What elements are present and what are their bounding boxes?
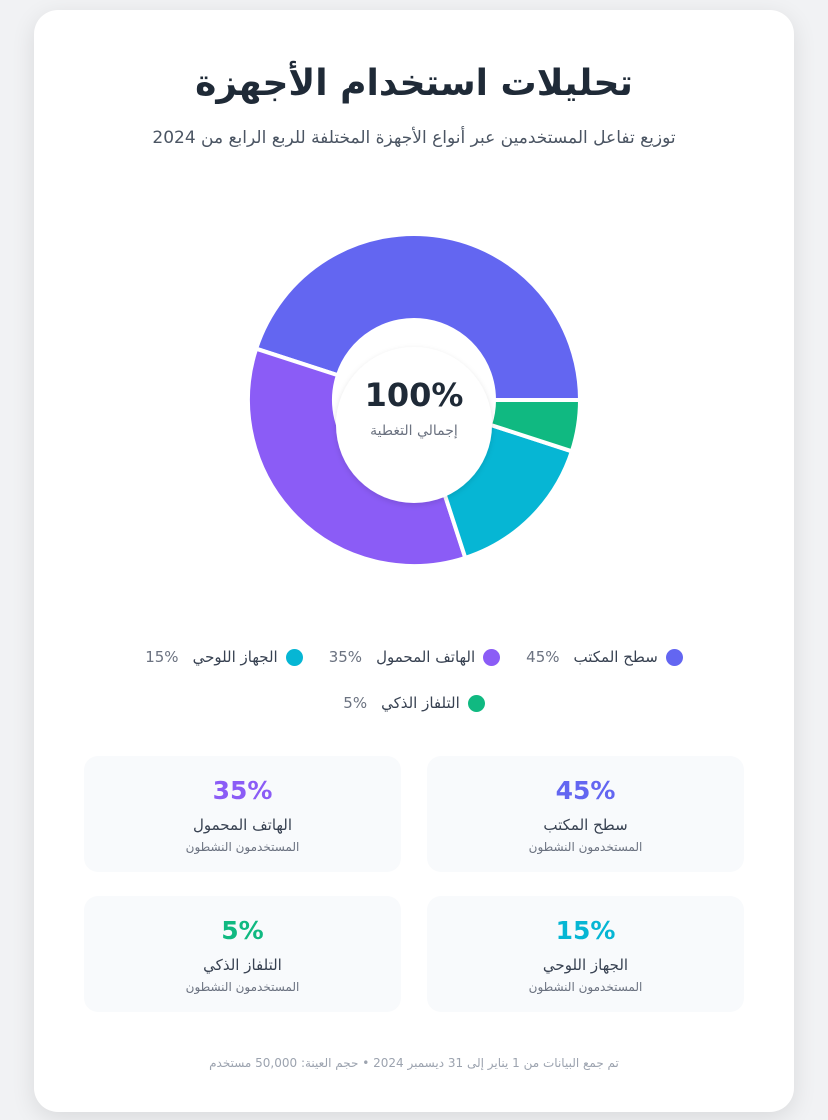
slice-desktop[interactable] — [254, 232, 582, 402]
stat-value: 35% — [212, 776, 273, 805]
legend-value: 35% — [328, 648, 363, 666]
legend-label: سطح المكتب — [573, 648, 658, 666]
legend-value: 5% — [343, 694, 368, 712]
legend-dot-desktop — [665, 648, 683, 666]
stat-sublabel: المستخدمون النشطون — [528, 980, 643, 994]
legend-label: الهاتف المحمول — [376, 648, 476, 666]
legend-value: 15% — [145, 648, 179, 666]
stat-value: 5% — [221, 916, 264, 945]
legend-item-desktop[interactable]: سطح المكتب 45% — [526, 646, 683, 668]
stat-label: الجهاز اللوحي — [542, 956, 629, 974]
stat-card-mobile: 35% الهاتف المحمول المستخدمون النشطون — [84, 756, 401, 872]
data-source-note: تم جمع البيانات من 1 يناير إلى 31 ديسمبر… — [209, 1056, 619, 1070]
stat-sublabel: المستخدمون النشطون — [528, 840, 643, 854]
legend-item-smart-tv[interactable]: التلفاز الذكي 5% — [343, 692, 485, 714]
legend-label: الجهاز اللوحي — [192, 648, 278, 666]
legend-value: 45% — [526, 648, 560, 666]
stat-sublabel: المستخدمون النشطون — [185, 980, 300, 994]
stat-label: الهاتف المحمول — [192, 816, 293, 834]
stats-grid: 45% سطح المكتب المستخدمون النشطون 35% ال… — [84, 756, 744, 1012]
legend-dot-smart-tv — [467, 694, 485, 712]
stat-value: 15% — [555, 916, 616, 945]
page-subtitle: توزيع تفاعل المستخدمين عبر أنواع الأجهزة… — [152, 128, 676, 148]
legend-dot-mobile — [483, 648, 501, 666]
stat-card-smart-tv: 5% التلفاز الذكي المستخدمون النشطون — [84, 896, 401, 1012]
legend-label: التلفاز الذكي — [381, 694, 460, 712]
legend-item-mobile[interactable]: الهاتف المحمول 35% — [328, 646, 501, 668]
stat-value: 45% — [555, 776, 616, 805]
stat-card-tablet: 15% الجهاز اللوحي المستخدمون النشطون — [427, 896, 744, 1012]
stat-card-desktop: 45% سطح المكتب المستخدمون النشطون — [427, 756, 744, 872]
legend-item-tablet[interactable]: الجهاز اللوحي 15% — [145, 646, 303, 668]
chart-legend: سطح المكتب 45% الهاتف المحمول 35% الجهاز… — [94, 646, 734, 714]
stat-sublabel: المستخدمون النشطون — [185, 840, 300, 854]
donut-chart — [246, 232, 582, 568]
page-title: تحليلات استخدام الأجهزة — [195, 63, 633, 104]
stat-label: سطح المكتب — [543, 816, 628, 834]
legend-dot-tablet — [285, 648, 303, 666]
stat-label: التلفاز الذكي — [203, 956, 282, 974]
analytics-card: تحليلات استخدام الأجهزة توزيع تفاعل المس… — [34, 10, 794, 1112]
donut-center-label: إجمالي التغطية — [370, 423, 458, 439]
donut-center-value: 100% — [364, 376, 464, 414]
donut-hole — [336, 347, 492, 503]
